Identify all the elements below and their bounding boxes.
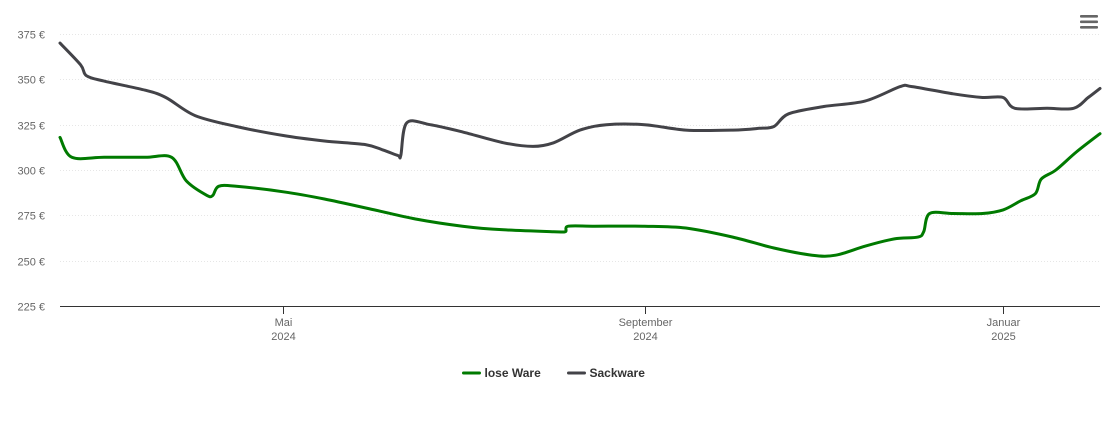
y-tick-label: 275 €: [17, 211, 45, 223]
x-tick-label-month: Januar: [987, 317, 1021, 329]
y-tick-label: 300 €: [17, 166, 45, 178]
series-line-sackware[interactable]: [58, 41, 1102, 160]
x-tick-label-year: 2025: [991, 331, 1015, 343]
y-tick-label: 375 €: [17, 30, 45, 42]
series-lines: [58, 41, 1102, 258]
hamburger-menu-icon: [1080, 15, 1098, 29]
y-tick-label: 350 €: [17, 75, 45, 87]
y-tick-label: 250 €: [17, 257, 45, 269]
x-tick-label-year: 2024: [633, 331, 657, 343]
legend-item-lose-ware[interactable]: lose Ware: [462, 366, 542, 380]
legend-label: Sackware: [590, 366, 646, 380]
chart-menu-button[interactable]: [1076, 10, 1102, 34]
legend: lose Ware Sackware: [462, 366, 646, 380]
series-line-lose-ware[interactable]: [58, 132, 1102, 258]
y-axis-ticks: 225 € 250 € 275 € 300 € 325 € 350 € 375 €: [17, 30, 45, 314]
legend-label: lose Ware: [485, 366, 542, 380]
y-tick-label: 225 €: [17, 302, 45, 314]
x-tick-label-month: September: [619, 317, 673, 329]
grid-lines: [60, 34, 1100, 262]
x-tick-label-month: Mai: [275, 317, 293, 329]
x-tick-label-year: 2024: [271, 331, 295, 343]
x-axis: Mai 2024 September 2024 Januar 2025: [60, 306, 1100, 343]
legend-item-sackware[interactable]: Sackware: [567, 366, 646, 380]
y-tick-label: 325 €: [17, 121, 45, 133]
